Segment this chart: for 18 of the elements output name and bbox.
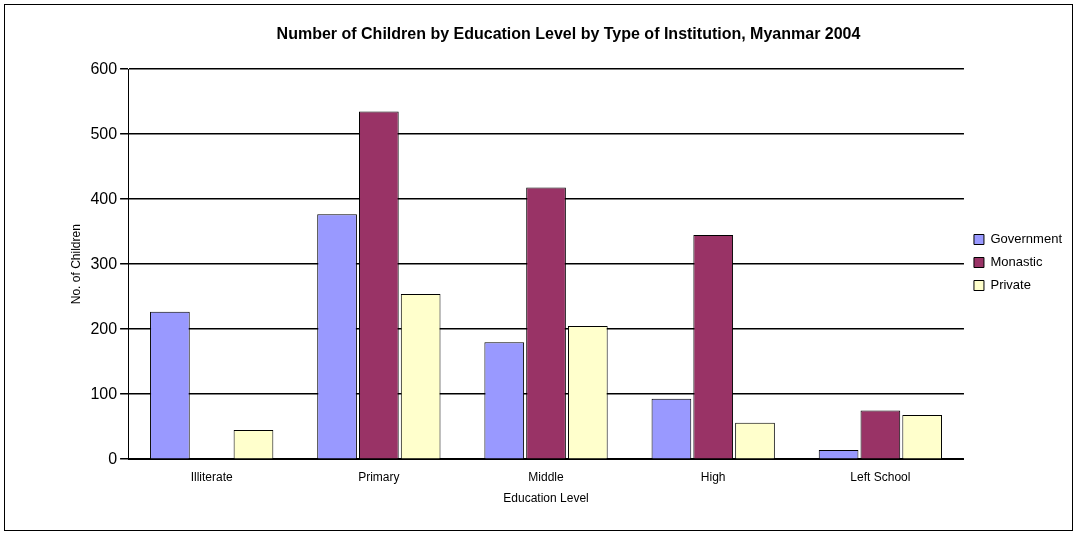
y-tick-label: 600 bbox=[90, 59, 118, 77]
x-tick-label: Illiterate bbox=[190, 469, 234, 484]
x-tick-label: High bbox=[700, 469, 726, 484]
y-tick-label: 0 bbox=[108, 449, 118, 467]
y-tick-label: 400 bbox=[90, 189, 118, 207]
x-tick-label: Left School bbox=[850, 469, 911, 484]
legend-label: Government bbox=[990, 231, 1063, 247]
y-tick-label: 500 bbox=[90, 124, 118, 142]
legend-label: Private bbox=[990, 277, 1031, 293]
x-tick-label: Primary bbox=[358, 469, 400, 484]
y-axis-title: No. of Children bbox=[68, 224, 83, 305]
legend-label: Monastic bbox=[990, 254, 1043, 270]
y-tick-label: 200 bbox=[90, 319, 118, 337]
y-tick-label: 100 bbox=[90, 384, 118, 402]
x-axis-title: Education Level bbox=[503, 491, 589, 506]
chart-title: Number of Children by Education Level by Type of Institution, Myanmar 2004 bbox=[276, 25, 861, 43]
y-tick-label: 300 bbox=[90, 254, 118, 272]
x-tick-label: Middle bbox=[528, 469, 565, 484]
